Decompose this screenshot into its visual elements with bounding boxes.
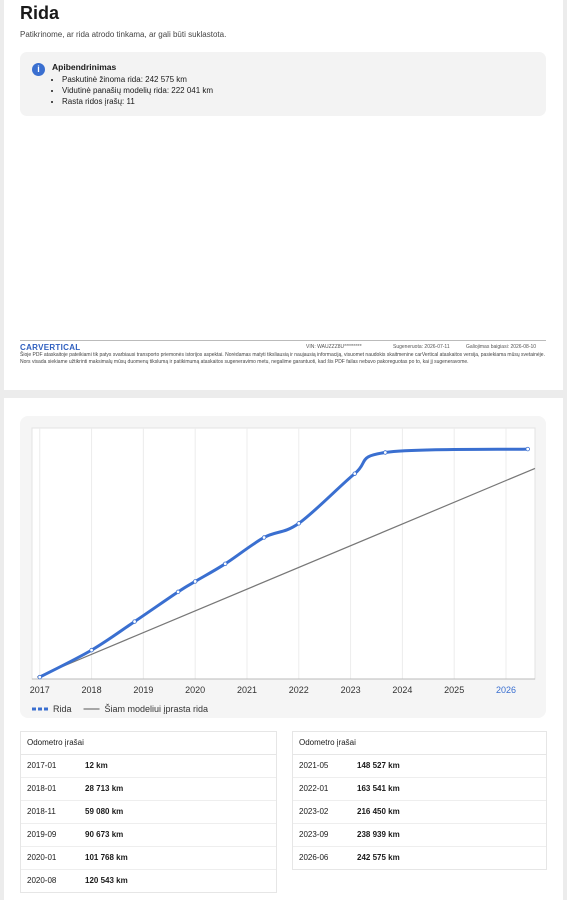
vin: VIN: WAUZZZ8U********* xyxy=(306,344,362,350)
record-date: 2023-09 xyxy=(299,830,329,839)
report-page: Rida Patikrinome, ar rida atrodo tinkama… xyxy=(4,0,563,390)
data-point xyxy=(223,561,228,567)
footer-divider xyxy=(20,340,546,341)
summary-box: i Apibendrinimas Paskutinė žinoma rida: … xyxy=(20,52,546,116)
table-row: 2021-05 148 527 km xyxy=(293,755,546,778)
series-line xyxy=(39,447,528,679)
data-point xyxy=(132,619,137,624)
table-row: 2026-06 242 575 km xyxy=(293,847,546,869)
record-mileage: 242 575 km xyxy=(357,853,400,862)
x-tick-label: 2024 xyxy=(392,685,412,695)
data-point xyxy=(352,471,357,476)
record-date: 2020-01 xyxy=(27,853,57,862)
plot-area xyxy=(31,427,536,680)
table-row: 2020-08 120 543 km xyxy=(21,870,276,892)
table-row: 2017-01 12 km xyxy=(21,755,276,778)
generated-date: Sugeneruota: 2026-07-11 xyxy=(393,344,450,350)
record-mileage: 216 450 km xyxy=(357,807,400,816)
record-date: 2019-09 xyxy=(27,830,57,839)
table-title: Odometro įrašai xyxy=(21,732,276,755)
record-mileage: 238 939 km xyxy=(357,830,400,839)
x-tick-label: 2017 xyxy=(30,685,50,695)
legend-label: Rida xyxy=(53,704,72,714)
record-mileage: 90 673 km xyxy=(85,830,124,839)
record-mileage: 28 713 km xyxy=(85,784,124,793)
record-date: 2018-11 xyxy=(27,807,56,816)
data-point xyxy=(383,450,388,455)
odometer-table: Odometro įrašai 2021-05 148 527 km 2022-01 1… xyxy=(292,731,547,870)
expiry-date: Galiojimas baigiasi: 2026-08-10 xyxy=(466,344,537,350)
data-point xyxy=(525,446,530,452)
x-tick-label: 2025 xyxy=(444,685,464,695)
summary-list: Paskutinė žinoma rida: 242 575 km Viduti… xyxy=(52,74,213,107)
summary-title: Apibendrinimas xyxy=(52,62,117,72)
table-row: 2018-11 59 080 km xyxy=(21,801,276,824)
table-row: 2020-01 101 768 km xyxy=(21,847,276,870)
table-title: Odometro įrašai xyxy=(293,732,546,755)
record-mileage: 120 543 km xyxy=(85,876,128,885)
record-date: 2023-02 xyxy=(299,807,329,816)
info-icon: i xyxy=(32,63,45,76)
table-row: 2023-02 216 450 km xyxy=(293,801,546,824)
record-mileage: 148 527 km xyxy=(357,761,400,770)
x-tick-label: 2019 xyxy=(133,685,153,695)
data-point xyxy=(261,535,267,540)
data-point xyxy=(296,521,301,526)
record-mileage: 101 768 km xyxy=(85,853,128,862)
x-tick-label: 2018 xyxy=(82,685,102,695)
subtitle: Patikrinome, ar rida atrodo tinkama, ar … xyxy=(20,30,227,39)
record-date: 2022-01 xyxy=(299,784,329,793)
record-date: 2018-01 xyxy=(27,784,57,793)
record-date: 2017-01 xyxy=(27,761,57,770)
data-point xyxy=(192,579,198,584)
report-page: 2017 2018 2019 2020 2021 2022 2023 2024 2025 2026… xyxy=(4,398,563,900)
summary-item: Rasta ridos įrašų: 11 xyxy=(62,96,213,107)
record-mileage: 59 080 km xyxy=(85,807,124,816)
series-line xyxy=(36,467,536,678)
brand-logo: CARVERTICAL xyxy=(20,343,81,352)
data-point xyxy=(175,589,181,595)
table-row: 2022-01 163 541 km xyxy=(293,778,546,801)
record-mileage: 12 km xyxy=(85,761,108,770)
table-row: 2023-09 238 939 km xyxy=(293,824,546,847)
record-mileage: 163 541 km xyxy=(357,784,400,793)
x-tick-label: 2026 xyxy=(496,685,516,695)
x-tick-label: 2023 xyxy=(341,685,361,695)
odometer-table: Odometro įrašai 2017-01 12 km 2018-01 28 713… xyxy=(20,731,277,893)
table-row: 2018-01 28 713 km xyxy=(21,778,276,801)
disclaimer: Šioje PDF ataskaitoje pateikiami tik pat… xyxy=(20,352,545,365)
page-title: Rida xyxy=(20,3,60,23)
record-date: 2026-06 xyxy=(299,853,329,862)
x-tick-label: 2020 xyxy=(185,685,205,695)
x-tick-label: 2022 xyxy=(289,685,309,695)
summary-item: Paskutinė žinoma rida: 242 575 km xyxy=(62,74,213,85)
x-tick-label: 2021 xyxy=(237,685,257,695)
record-date: 2020-08 xyxy=(27,876,57,885)
chart-container: 2017 2018 2019 2020 2021 2022 2023 2024 2025 2026… xyxy=(20,416,546,718)
record-date: 2021-05 xyxy=(299,761,329,770)
legend-label: Šiam modeliui įprasta rida xyxy=(105,704,209,714)
summary-item: Vidutinė panašių modelių rida: 222 041 k… xyxy=(62,85,213,96)
data-point xyxy=(37,674,42,680)
chart: 2017 2018 2019 2020 2021 2022 2023 2024 2025 2026… xyxy=(30,427,536,714)
data-point xyxy=(89,647,94,653)
table-row: 2019-09 90 673 km xyxy=(21,824,276,847)
